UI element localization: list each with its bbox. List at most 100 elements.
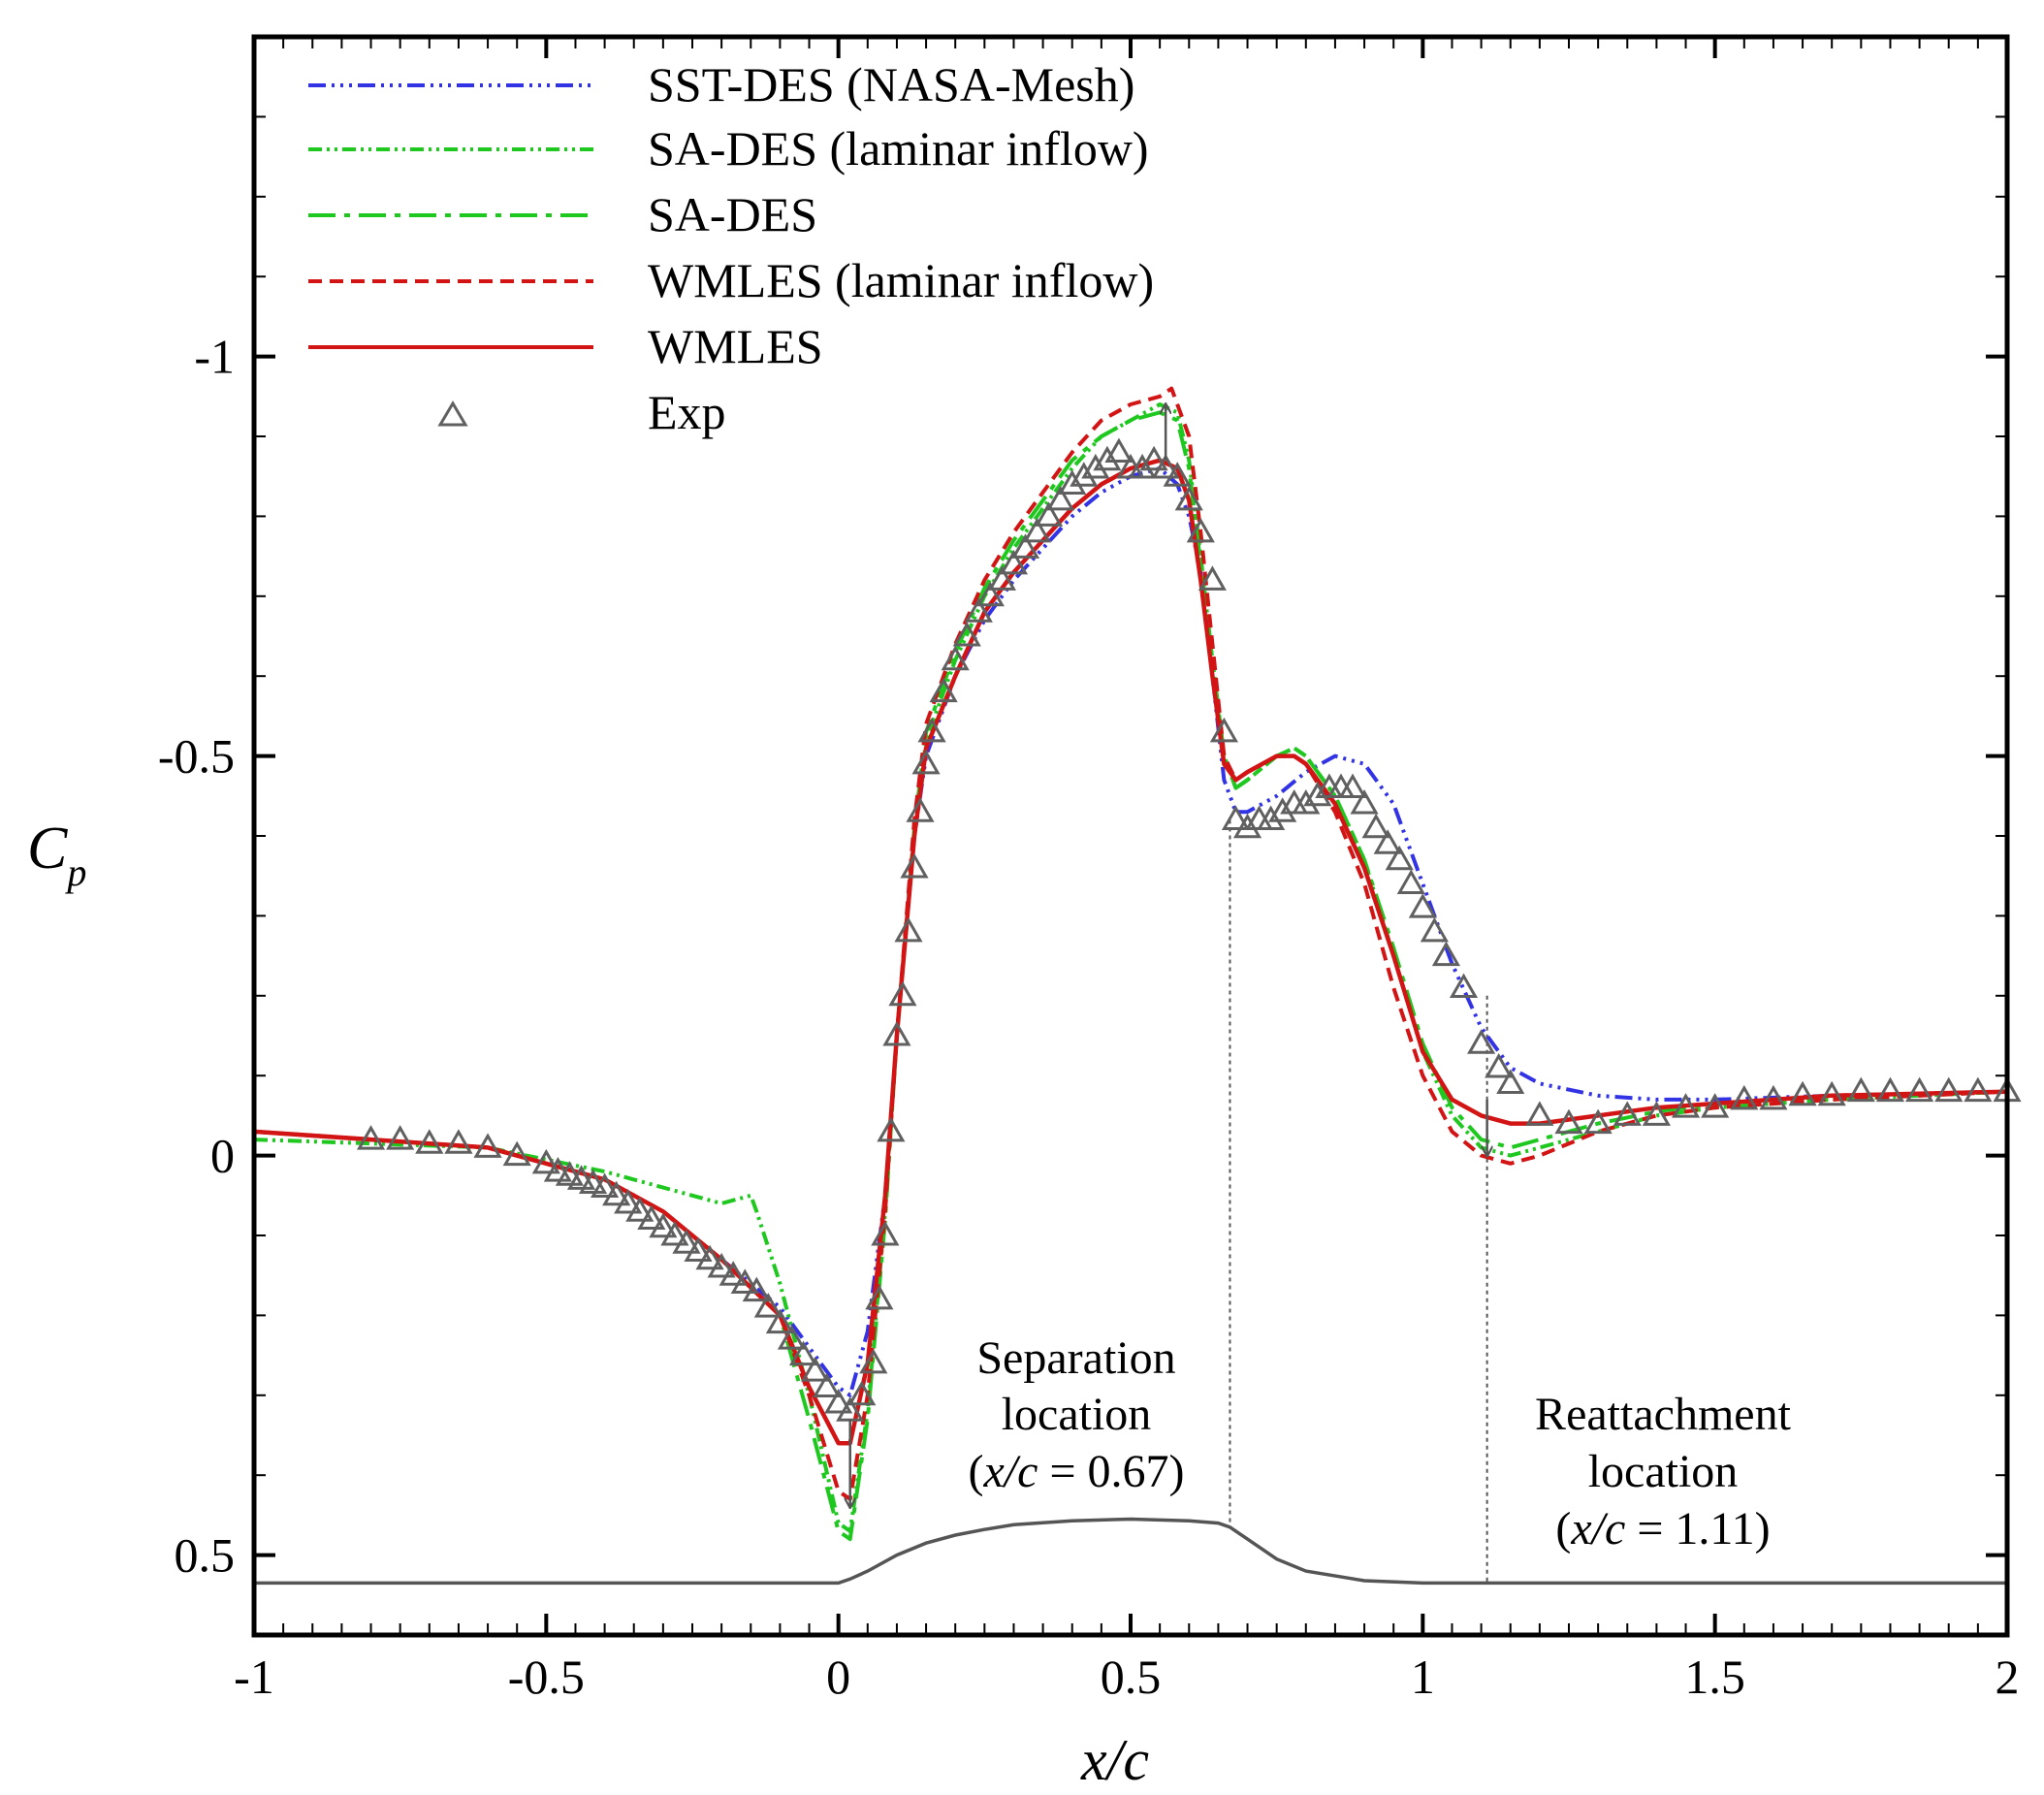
exp-data-point bbox=[1420, 916, 1449, 943]
hump-geometry-line bbox=[254, 1517, 2007, 1586]
exp-data-point bbox=[566, 1165, 596, 1190]
legend-label-sa: SA-DES bbox=[648, 187, 817, 241]
exp-data-point bbox=[1701, 1093, 1730, 1118]
y-tick-label: -0.5 bbox=[158, 729, 235, 784]
exp-data-point bbox=[877, 1116, 906, 1142]
exp-data-point bbox=[1022, 517, 1052, 543]
exp-data-point bbox=[964, 597, 993, 623]
exp-data-point bbox=[865, 1284, 894, 1310]
exp-data-point bbox=[1875, 1076, 1905, 1103]
exp-data-point bbox=[637, 1204, 666, 1231]
exp-data-point bbox=[1174, 485, 1203, 511]
x-axis-label: x/c bbox=[1080, 1728, 1149, 1792]
exp-data-point bbox=[672, 1229, 701, 1254]
x-tick-label: -1 bbox=[234, 1650, 274, 1704]
exp-data-point bbox=[753, 1293, 782, 1318]
exp-data-point bbox=[1431, 941, 1461, 967]
exp-data-point bbox=[707, 1252, 736, 1278]
exp-data-point bbox=[415, 1129, 444, 1154]
exp-data-point bbox=[952, 621, 981, 647]
exp-data-point bbox=[578, 1169, 608, 1194]
exp-data-point bbox=[1730, 1084, 1759, 1110]
legend-label-wmles-laminar: WMLES (laminar inflow) bbox=[648, 253, 1154, 307]
exp-data-point bbox=[911, 749, 941, 775]
exp-data-point bbox=[975, 581, 1005, 607]
exp-data-point bbox=[906, 797, 935, 822]
exp-data-point bbox=[847, 1380, 877, 1406]
exp-data-point bbox=[888, 980, 917, 1007]
exp-data-point bbox=[1485, 1052, 1514, 1078]
x-tick-label: 0 bbox=[826, 1650, 850, 1704]
exp-data-point bbox=[695, 1244, 724, 1270]
y-tick-label: 0.5 bbox=[175, 1528, 236, 1583]
series-line-sa-des-laminar bbox=[253, 402, 2008, 1533]
separation-eq: = 0.67) bbox=[1038, 1446, 1184, 1497]
x-tick-label: 1 bbox=[1411, 1650, 1435, 1704]
y-tick-label: 0 bbox=[210, 1129, 235, 1183]
exp-data-point bbox=[386, 1125, 415, 1150]
exp-data-point bbox=[900, 852, 929, 879]
exp-data-point bbox=[649, 1212, 678, 1238]
x-tick-label: 1.5 bbox=[1684, 1650, 1745, 1704]
exp-data-point bbox=[917, 717, 946, 743]
exp-data-point bbox=[1583, 1108, 1613, 1135]
exp-data-point bbox=[660, 1220, 689, 1246]
exp-data-point bbox=[1046, 485, 1075, 511]
legend-label-sst: SST-DES (NASA-Mesh) bbox=[648, 57, 1134, 112]
reattachment-annotation: Reattachment location (x/c = 1.11) bbox=[1535, 1389, 1792, 1555]
exp-data-point bbox=[1788, 1080, 1817, 1106]
y-axis-label: Cp bbox=[27, 816, 86, 894]
exp-data-point bbox=[800, 1357, 830, 1382]
exp-data-point bbox=[1081, 453, 1110, 479]
exp-data-point bbox=[1817, 1080, 1846, 1106]
exp-data-point bbox=[1186, 517, 1215, 543]
exp-data-point bbox=[1396, 869, 1425, 894]
reattachment-eq: = 1.11) bbox=[1625, 1503, 1770, 1555]
exp-data-point bbox=[1268, 797, 1297, 822]
exp-data-point bbox=[894, 916, 923, 943]
exp-data-point bbox=[555, 1161, 585, 1186]
exp-data-point bbox=[1642, 1101, 1671, 1126]
exp-data-point bbox=[813, 1372, 842, 1398]
exp-data-point bbox=[1221, 805, 1251, 831]
exp-data-point bbox=[625, 1197, 655, 1222]
exp-data-point bbox=[1104, 437, 1134, 463]
exp-data-point bbox=[1525, 1101, 1554, 1126]
separation-label-line2: location bbox=[1002, 1389, 1152, 1440]
exp-data-point bbox=[1554, 1108, 1583, 1135]
y-axis-label-sub: p bbox=[64, 850, 86, 894]
x-tick-label: 2 bbox=[1996, 1650, 2020, 1704]
series-line-wmles-laminar bbox=[253, 386, 2008, 1501]
exp-data-point bbox=[1905, 1076, 1934, 1103]
exp-data-point bbox=[614, 1189, 643, 1214]
exp-data-point bbox=[473, 1133, 502, 1158]
exp-data-point bbox=[1128, 453, 1157, 479]
exp-data-point bbox=[1408, 893, 1437, 918]
exp-data-point bbox=[502, 1140, 531, 1167]
legend: SST-DES (NASA-Mesh) SA-DES (laminar infl… bbox=[308, 57, 1154, 439]
exp-data-point bbox=[1303, 781, 1332, 807]
legend-label-sa-laminar: SA-DES (laminar inflow) bbox=[648, 121, 1149, 176]
exp-data-point bbox=[1292, 789, 1321, 815]
exp-data-point bbox=[1163, 462, 1192, 487]
exp-data-point bbox=[777, 1325, 807, 1350]
legend-swatch-exp bbox=[437, 401, 468, 427]
exp-data-point bbox=[444, 1129, 473, 1154]
exp-data-point bbox=[1846, 1076, 1875, 1103]
separation-label-line1: Separation bbox=[976, 1332, 1175, 1384]
exp-data-point bbox=[1385, 845, 1414, 871]
exp-data-point bbox=[1671, 1093, 1701, 1118]
legend-label-exp: Exp bbox=[648, 385, 726, 439]
exp-data-point bbox=[788, 1340, 818, 1366]
separation-var: x/c bbox=[982, 1446, 1038, 1497]
exp-data-point bbox=[1613, 1101, 1642, 1126]
exp-data-point bbox=[730, 1268, 759, 1294]
exp-data-point bbox=[591, 1172, 620, 1199]
exp-data-point bbox=[1467, 1029, 1496, 1054]
exp-data-point bbox=[1496, 1069, 1525, 1094]
exp-data-point bbox=[987, 565, 1016, 591]
exp-data-point bbox=[742, 1276, 771, 1302]
exp-data-point bbox=[1257, 805, 1286, 831]
exp-data-point bbox=[1209, 717, 1239, 743]
exp-data-point bbox=[1350, 789, 1379, 815]
